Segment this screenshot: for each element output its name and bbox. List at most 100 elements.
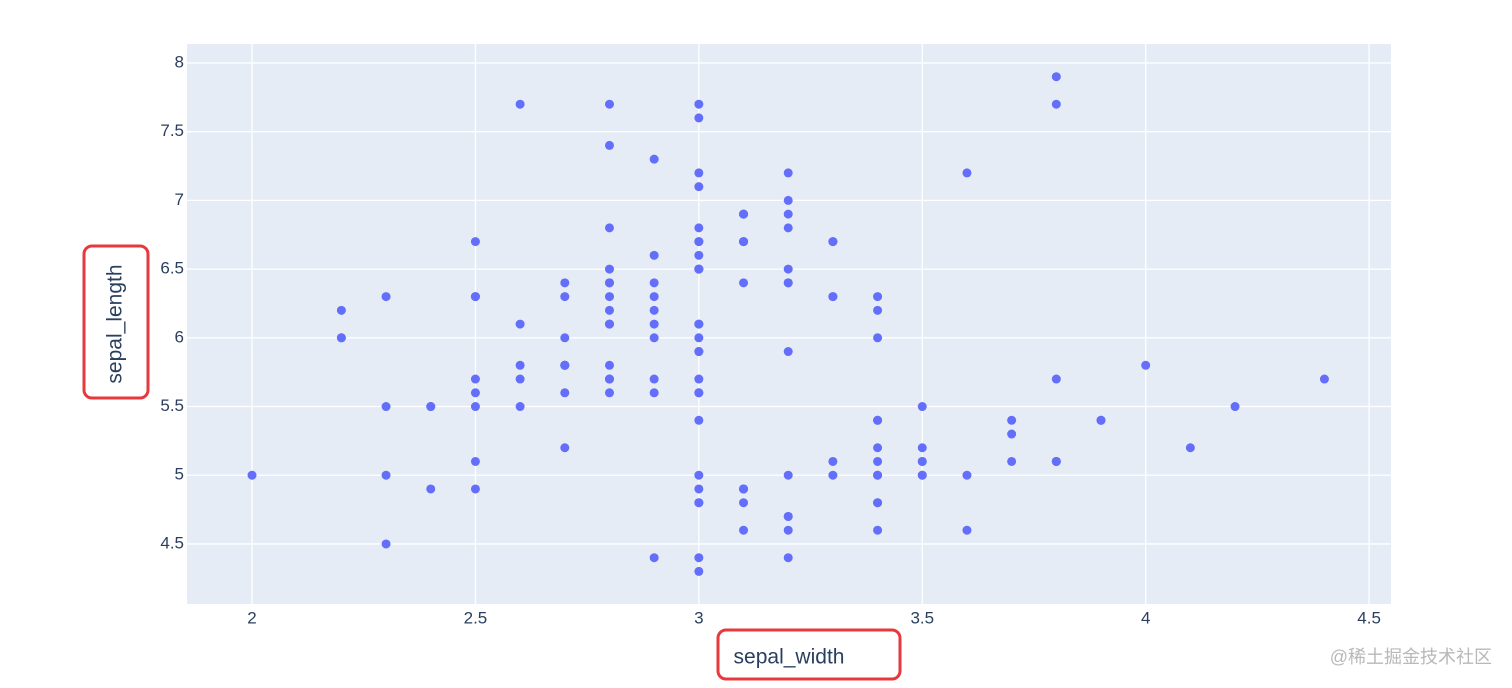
point (783, 278, 793, 288)
x-axis-title: sepal_width (734, 646, 845, 669)
point (694, 99, 704, 109)
y-tick-label: 7.5 (160, 121, 184, 140)
point (962, 525, 972, 535)
point (515, 374, 525, 384)
point (560, 443, 570, 453)
point (962, 168, 972, 178)
point (917, 443, 927, 453)
point (426, 484, 436, 494)
point (649, 319, 659, 329)
watermark: @稀土掘金技术社区 (1330, 647, 1492, 667)
point (783, 511, 793, 521)
point (649, 292, 659, 302)
point (649, 305, 659, 315)
point (1051, 72, 1061, 82)
point (694, 553, 704, 563)
point (694, 223, 704, 233)
point (560, 292, 570, 302)
point (694, 388, 704, 398)
point (604, 360, 614, 370)
y-tick-label: 4.5 (160, 533, 184, 552)
point (694, 470, 704, 480)
points (247, 72, 1329, 576)
point (694, 168, 704, 178)
point (470, 292, 480, 302)
y-tick-label: 6.5 (160, 259, 184, 278)
point (649, 388, 659, 398)
point (828, 237, 838, 247)
point (426, 402, 436, 412)
y-tick-label: 6 (175, 327, 184, 346)
point (873, 470, 883, 480)
point (649, 154, 659, 164)
point (828, 292, 838, 302)
point (470, 388, 480, 398)
point (694, 347, 704, 357)
point (1007, 415, 1017, 425)
point (381, 539, 391, 549)
point (1319, 374, 1329, 384)
point (560, 360, 570, 370)
point (604, 305, 614, 315)
point (917, 402, 927, 412)
highlight-box (82, 244, 150, 400)
point (739, 209, 749, 219)
x-tick-label: 3 (694, 608, 703, 627)
point (783, 347, 793, 357)
point (515, 402, 525, 412)
point (336, 305, 346, 315)
point (694, 333, 704, 343)
point (873, 456, 883, 466)
point (783, 195, 793, 205)
point (694, 374, 704, 384)
x-tick-label: 2.5 (464, 608, 488, 627)
point (1051, 456, 1061, 466)
point (694, 415, 704, 425)
point (962, 470, 972, 480)
point (1051, 374, 1061, 384)
point (694, 237, 704, 247)
point (828, 456, 838, 466)
point (783, 553, 793, 563)
point (381, 470, 391, 480)
point (873, 498, 883, 508)
point (873, 333, 883, 343)
point (604, 319, 614, 329)
point (604, 292, 614, 302)
point (1096, 415, 1106, 425)
point (649, 250, 659, 260)
x-tick-label: 3.5 (910, 608, 934, 627)
point (783, 525, 793, 535)
point (470, 402, 480, 412)
point (783, 264, 793, 274)
y-tick-label: 8 (175, 52, 184, 71)
point (694, 182, 704, 192)
point (515, 99, 525, 109)
x-tick-label: 2 (247, 608, 256, 627)
point (694, 319, 704, 329)
point (694, 484, 704, 494)
point (604, 374, 614, 384)
point (381, 402, 391, 412)
point (1051, 99, 1061, 109)
point (649, 333, 659, 343)
point (604, 388, 614, 398)
x-tick-label: 4.5 (1357, 608, 1381, 627)
point (739, 237, 749, 247)
point (694, 566, 704, 576)
point (694, 113, 704, 123)
point (873, 525, 883, 535)
point (336, 333, 346, 343)
point (604, 264, 614, 274)
y-axis-title: sepal_length (104, 264, 127, 383)
point (739, 525, 749, 535)
point (1007, 456, 1017, 466)
plot-area (187, 44, 1391, 604)
point (1007, 429, 1017, 439)
point (694, 264, 704, 274)
point (873, 292, 883, 302)
point (560, 388, 570, 398)
point (515, 360, 525, 370)
point (470, 237, 480, 247)
